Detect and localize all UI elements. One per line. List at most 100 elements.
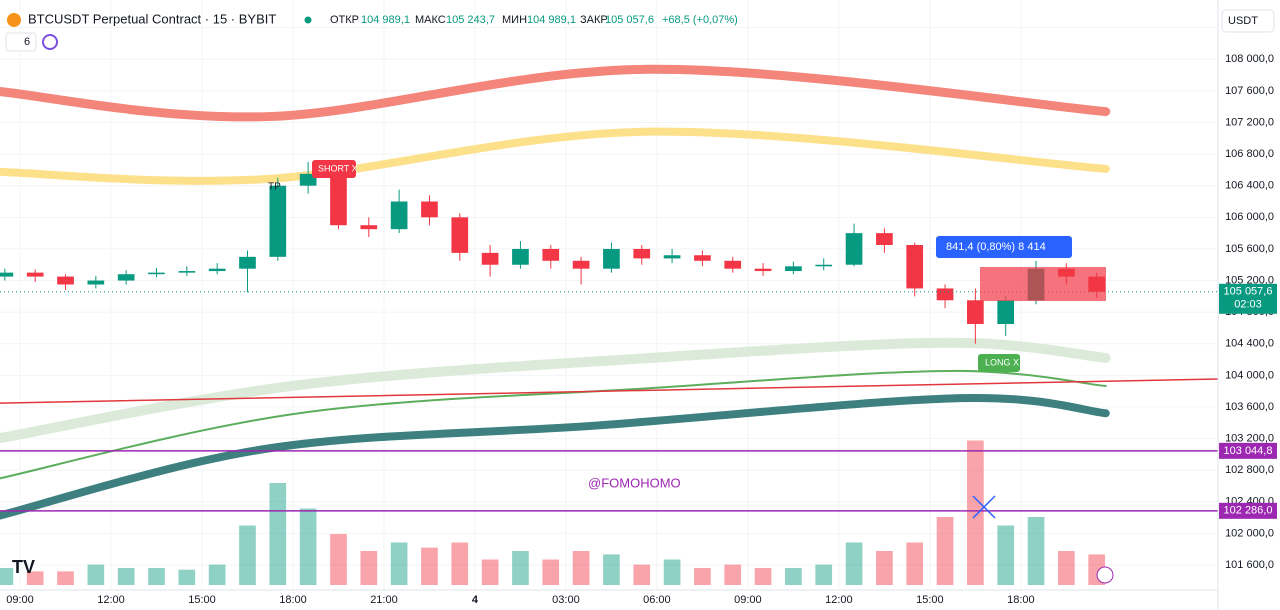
volume-bar <box>330 534 347 585</box>
volume-bar <box>876 551 893 585</box>
candle-body <box>87 280 105 285</box>
currency: USDT <box>1228 15 1258 27</box>
indicator-line <box>0 337 1111 444</box>
volume-bar <box>178 569 196 585</box>
volume-bar <box>26 571 44 585</box>
y-tick-label: 101 600,0 <box>1225 559 1274 571</box>
y-tick-label: 107 200,0 <box>1225 116 1274 128</box>
volume-bar <box>997 525 1015 585</box>
countdown: 02:03 <box>1234 299 1262 311</box>
volume-bar <box>785 568 802 585</box>
alert-icon[interactable] <box>1096 566 1114 584</box>
candle-body <box>269 185 287 257</box>
volume-bar <box>694 568 711 585</box>
candle-body <box>330 173 347 226</box>
indicator-line <box>0 127 1110 185</box>
volume-bar <box>269 483 287 585</box>
indicator-count: 6 <box>24 36 30 48</box>
candle-body <box>390 201 408 230</box>
candle-body <box>451 217 469 253</box>
volume-bar <box>239 525 256 585</box>
y-tick-label: 106 400,0 <box>1225 180 1274 192</box>
candle-body <box>754 268 772 272</box>
volume-bar <box>57 571 74 585</box>
indicator-toggle[interactable] <box>5 32 37 52</box>
ohlc-change: +68,5 (+0,07%) <box>662 14 738 26</box>
ohlc-value: 105 057,6 <box>605 14 654 26</box>
plot <box>0 0 1219 590</box>
ohlc-label: МАКС <box>415 14 446 26</box>
candle-body <box>663 255 681 259</box>
candle-body <box>906 244 924 289</box>
indicator-line <box>0 378 1219 404</box>
ohlc-value: 105 243,7 <box>446 14 495 26</box>
indicator-line <box>0 393 1110 520</box>
last-price-label: 105 057,6 <box>1224 286 1273 298</box>
candle-body <box>845 233 863 265</box>
coin-icon <box>7 13 21 27</box>
ohlc-value: 104 989,1 <box>527 14 576 26</box>
x-tick-label: 4 <box>472 594 479 606</box>
y-tick-label: 107 600,0 <box>1225 85 1274 97</box>
volume-bar <box>421 547 438 585</box>
candle-body <box>815 264 833 267</box>
level-label: 102 286,0 <box>1224 505 1273 517</box>
candle-body <box>694 255 711 261</box>
volume-bar <box>906 542 924 585</box>
level-tag <box>1219 502 1277 519</box>
volume-bar <box>390 542 408 585</box>
candle-body <box>208 268 226 272</box>
volume-bar <box>208 564 226 585</box>
volume-bar <box>663 559 681 585</box>
sync-icon[interactable] <box>42 34 58 50</box>
long-badge <box>978 354 1020 372</box>
candle-body <box>178 271 196 273</box>
y-tick-label: 105 600,0 <box>1225 243 1274 255</box>
watermark: @FOMOHOMO <box>588 475 681 490</box>
level-label: 103 044,8 <box>1224 445 1273 457</box>
candle-body <box>603 248 620 269</box>
candle-body <box>785 266 802 272</box>
volume-bar <box>815 564 833 585</box>
candle-body <box>239 256 256 269</box>
volume-bar <box>603 554 620 585</box>
short-badge <box>312 160 356 178</box>
y-tick-label: 103 200,0 <box>1225 432 1274 444</box>
y-tick-label: 108 000,0 <box>1225 53 1274 65</box>
candle-body <box>997 300 1015 325</box>
volume-bar <box>542 559 560 585</box>
candle-body <box>117 274 135 281</box>
candle-body <box>967 300 984 325</box>
short-label: SHORT X <box>318 163 358 173</box>
measure-box <box>936 236 1072 258</box>
x-tick-label: 15:00 <box>188 594 216 606</box>
x-tick-label: 06:00 <box>643 594 671 606</box>
y-tick-label: 103 600,0 <box>1225 401 1274 413</box>
volume-bar <box>1058 551 1075 585</box>
volume-bar <box>936 517 954 585</box>
volume-bar <box>87 564 105 585</box>
volume-bar <box>754 568 772 585</box>
x-tick-label: 12:00 <box>97 594 125 606</box>
volume-bar <box>572 551 590 585</box>
ohlc-label: МИН <box>502 14 527 26</box>
measure-label: 841,4 (0,80%) 8 414 <box>946 241 1046 253</box>
tp-label: TP <box>268 182 281 193</box>
y-tick-label: 102 000,0 <box>1225 527 1274 539</box>
logo: TV <box>12 557 35 577</box>
y-tick-label: 104 400,0 <box>1225 338 1274 350</box>
y-tick-label: 106 000,0 <box>1225 211 1274 223</box>
x-tick-label: 12:00 <box>825 594 853 606</box>
currency-button[interactable] <box>1221 9 1275 33</box>
cross-mark <box>972 495 996 519</box>
volume-bar <box>1027 517 1045 585</box>
volume-bar <box>481 559 499 585</box>
candle-body <box>936 288 954 301</box>
candle-body <box>724 260 742 269</box>
volume-bar <box>299 508 317 585</box>
candle-body <box>876 233 893 245</box>
ohlc-label: ОТКР <box>330 14 359 26</box>
volume-bar <box>512 551 529 585</box>
